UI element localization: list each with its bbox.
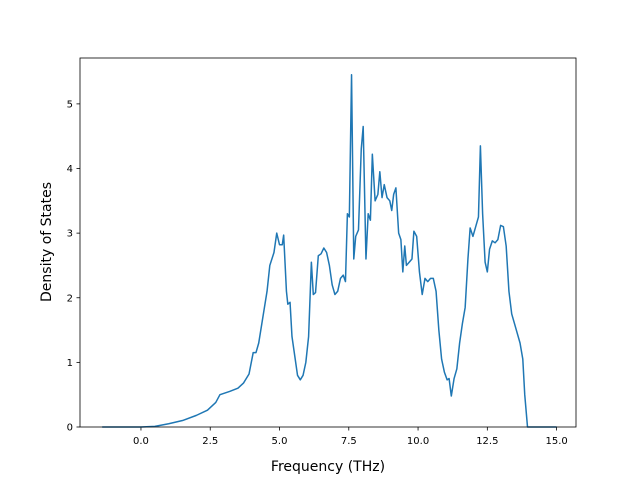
x-tick-label: 2.5	[202, 436, 218, 447]
x-tick-label: 15.0	[545, 436, 567, 447]
y-tick-label: 4	[67, 164, 73, 175]
y-axis-label: Density of States	[39, 182, 55, 302]
x-tick-label: 5.0	[272, 436, 288, 447]
y-tick-label: 1	[67, 358, 73, 369]
x-tick-label: 7.5	[341, 436, 357, 447]
line-series	[102, 74, 557, 428]
plot-frame	[79, 57, 577, 428]
x-tick-label: 10.0	[407, 436, 429, 447]
y-tick-label: 2	[67, 293, 73, 304]
y-tick-label: 3	[67, 229, 73, 240]
y-tick-label: 5	[67, 99, 73, 110]
x-axis-label: Frequency (THz)	[271, 459, 385, 475]
y-tick-label: 0	[67, 423, 73, 434]
x-tick-label: 0.0	[133, 436, 149, 447]
x-tick-label: 12.5	[476, 436, 498, 447]
